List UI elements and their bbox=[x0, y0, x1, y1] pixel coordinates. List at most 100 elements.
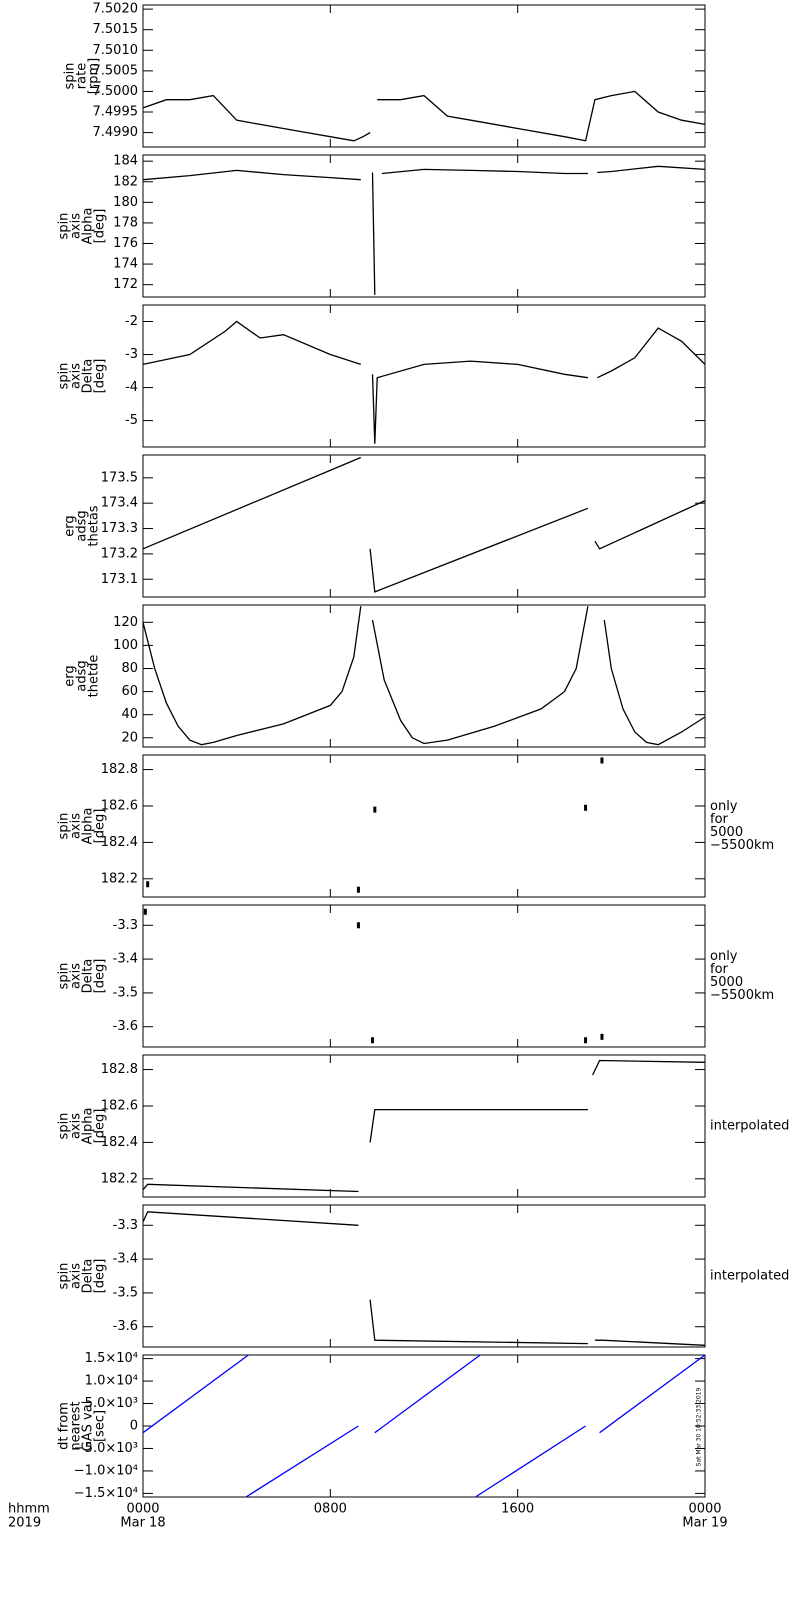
y-tick-label: -3.5 bbox=[113, 985, 138, 1000]
y-axis-label: [deg] bbox=[93, 959, 108, 994]
y-tick-label: 7.5020 bbox=[93, 2, 139, 17]
y-tick-label: 40 bbox=[121, 707, 138, 722]
y-tick-label: −1.5×10⁴ bbox=[74, 1486, 138, 1501]
y-axis-label: dt from bbox=[57, 1402, 72, 1450]
plot-frame bbox=[142, 604, 706, 748]
date-label: Mar 19 bbox=[682, 1516, 727, 1531]
y-axis-label: axis bbox=[69, 1113, 84, 1139]
y-axis-label: thetas bbox=[87, 505, 102, 546]
data-line bbox=[142, 320, 706, 444]
annotation: for bbox=[710, 962, 729, 977]
y-tick-label: -3.4 bbox=[113, 952, 138, 967]
plot-frame bbox=[142, 1054, 706, 1198]
y-axis-label: spin bbox=[57, 213, 72, 240]
y-tick-label: -5 bbox=[125, 413, 138, 428]
annotation: −5500km bbox=[710, 988, 774, 1003]
y-tick-label: 7.5000 bbox=[93, 84, 139, 99]
y-tick-label: 173.4 bbox=[101, 496, 138, 511]
y-tick-label: 5.0×10³ bbox=[85, 1396, 138, 1411]
y-tick-label: -3.6 bbox=[113, 1019, 138, 1034]
y-tick-label: 182.6 bbox=[101, 798, 138, 813]
y-tick-label: 182.2 bbox=[101, 1171, 138, 1186]
y-tick-label: 7.5015 bbox=[93, 22, 139, 37]
y-axis-label: adsg bbox=[75, 510, 90, 541]
y-axis-label: axis bbox=[69, 363, 84, 389]
y-axis-label: axis bbox=[69, 1263, 84, 1289]
y-axis-label: axis bbox=[69, 963, 84, 989]
data-point bbox=[584, 1037, 588, 1044]
data-point bbox=[373, 806, 377, 813]
plot-frame bbox=[142, 154, 706, 298]
y-axis-label: erg bbox=[63, 665, 78, 686]
y-axis-label: Alpha bbox=[81, 808, 96, 845]
y-axis-label: spin bbox=[63, 63, 78, 90]
y-axis-label: Delta bbox=[81, 1259, 96, 1294]
y-tick-label: 1.0×10⁴ bbox=[85, 1374, 138, 1389]
plot-frame bbox=[142, 1204, 706, 1348]
y-axis-label: spin bbox=[57, 963, 72, 990]
y-axis-label: nearest bbox=[69, 1401, 84, 1450]
y-tick-label: 176 bbox=[113, 236, 138, 251]
y-tick-label: 182.2 bbox=[101, 871, 138, 886]
y-tick-label: 173.5 bbox=[101, 470, 138, 485]
y-tick-label: 182.8 bbox=[101, 762, 138, 777]
y-axis-label: erg bbox=[63, 515, 78, 536]
plot-frame bbox=[142, 4, 706, 148]
annotation: 5000 bbox=[710, 975, 743, 990]
y-axis-label: thetde bbox=[87, 655, 102, 698]
data-point bbox=[584, 804, 588, 811]
y-tick-label: 80 bbox=[121, 661, 138, 676]
annotation: only bbox=[710, 799, 738, 814]
y-tick-label: 173.1 bbox=[101, 572, 138, 587]
y-axis-label: [deg] bbox=[93, 209, 108, 244]
plot-frame bbox=[142, 904, 706, 1048]
timestamp: Sat Mar 30 10:52:33 2019 bbox=[696, 1387, 703, 1466]
data-point bbox=[356, 886, 360, 893]
plot-frame bbox=[142, 1354, 706, 1498]
annotation: −5500km bbox=[710, 838, 774, 853]
y-tick-label: -3 bbox=[125, 347, 138, 362]
y-tick-label: 173.2 bbox=[101, 546, 138, 561]
y-tick-label: −5.0×10³ bbox=[74, 1441, 138, 1456]
x-tick-label: 0800 bbox=[314, 1502, 347, 1517]
y-axis-label: Delta bbox=[81, 959, 96, 994]
y-tick-label: -3.3 bbox=[113, 918, 138, 933]
corner-label: hhmm bbox=[8, 1502, 50, 1517]
y-tick-label: 120 bbox=[113, 615, 138, 630]
y-tick-label: 178 bbox=[113, 215, 138, 230]
y-axis-label: [sec] bbox=[93, 1410, 108, 1442]
x-tick-label: 0000 bbox=[688, 1502, 721, 1517]
y-axis-label: axis bbox=[69, 213, 84, 239]
y-axis-label: [deg] bbox=[93, 1109, 108, 1144]
y-tick-label: 182.4 bbox=[101, 1135, 138, 1150]
data-point bbox=[356, 922, 360, 929]
y-axis-label: Delta bbox=[81, 359, 96, 394]
data-line bbox=[142, 1354, 706, 1498]
y-axis-label: rate bbox=[75, 63, 90, 89]
plot-frame bbox=[142, 304, 706, 448]
y-axis-label: [deg] bbox=[93, 359, 108, 394]
y-tick-label: 184 bbox=[113, 154, 138, 169]
y-axis-label: spin bbox=[57, 363, 72, 390]
y-axis-label: spin bbox=[57, 813, 72, 840]
y-tick-label: 0 bbox=[130, 1419, 138, 1434]
y-tick-label: −1.0×10⁴ bbox=[74, 1463, 138, 1478]
y-tick-label: 172 bbox=[113, 277, 138, 292]
y-axis-label: adsg bbox=[75, 660, 90, 691]
x-tick-label: 1600 bbox=[501, 1502, 534, 1517]
x-tick-label: 0000 bbox=[126, 1502, 159, 1517]
data-point bbox=[600, 757, 604, 764]
y-tick-label: 1.5×10⁴ bbox=[85, 1351, 138, 1366]
y-axis-label: Alpha bbox=[81, 1108, 96, 1145]
y-axis-label: [rpm] bbox=[87, 58, 102, 94]
data-point bbox=[600, 1033, 604, 1040]
annotation: only bbox=[710, 949, 738, 964]
y-tick-label: 182.4 bbox=[101, 835, 138, 850]
y-tick-label: 182.6 bbox=[101, 1098, 138, 1113]
annotation: 5000 bbox=[710, 825, 743, 840]
data-point bbox=[146, 881, 150, 888]
y-tick-label: -3.5 bbox=[113, 1285, 138, 1300]
data-line bbox=[142, 1211, 706, 1346]
